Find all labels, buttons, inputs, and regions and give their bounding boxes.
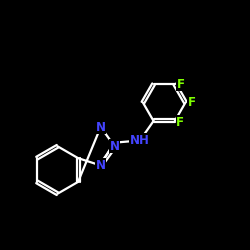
Text: F: F — [177, 78, 185, 91]
Text: NH: NH — [130, 134, 150, 147]
Text: N: N — [110, 140, 120, 153]
Text: N: N — [96, 159, 106, 172]
Text: F: F — [188, 96, 196, 109]
Text: F: F — [176, 116, 184, 129]
Text: N: N — [96, 120, 106, 134]
